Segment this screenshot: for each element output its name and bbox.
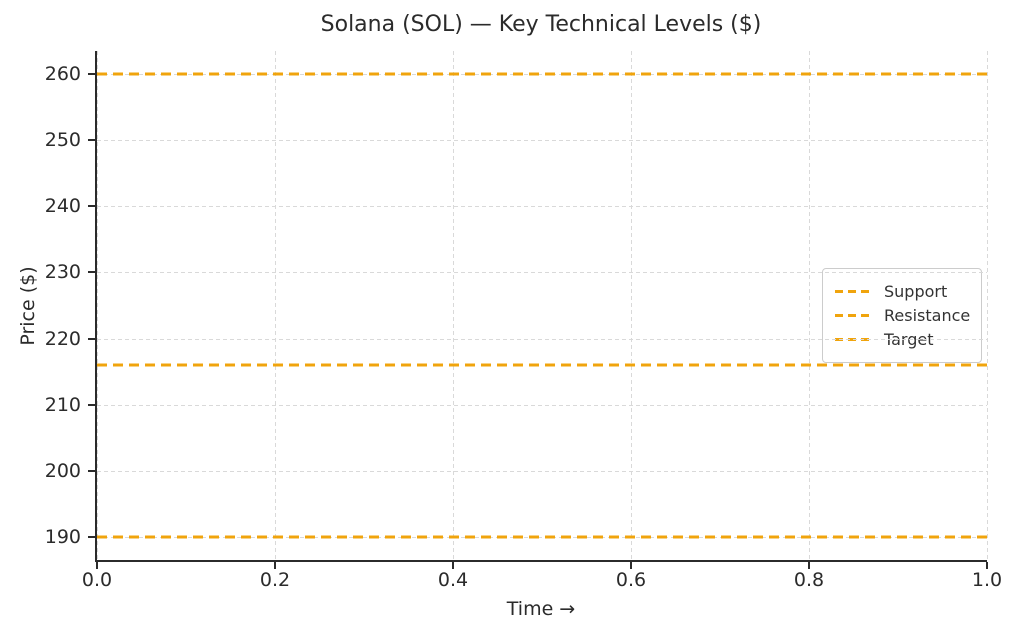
y-tick-label: 200 — [44, 459, 81, 482]
x-tick-mark — [274, 562, 276, 569]
level-line-support — [97, 535, 987, 539]
y-tick-label: 240 — [44, 195, 81, 218]
y-tick-label: 250 — [44, 129, 81, 152]
x-tick-mark — [630, 562, 632, 569]
y-tick-mark — [88, 337, 95, 340]
gridline-y-210 — [97, 404, 987, 406]
x-tick-label: 0.8 — [793, 569, 825, 591]
dashed-line-sample-icon — [835, 290, 871, 293]
y-tick-label: 210 — [44, 393, 81, 416]
x-tick-label: 0.6 — [615, 569, 647, 591]
x-tick-mark — [808, 562, 810, 569]
legend: Support Resistance Target — [822, 268, 982, 363]
x-tick-label: 1.0 — [971, 569, 1003, 591]
y-tick-mark — [88, 403, 95, 406]
x-tick-mark — [96, 562, 98, 569]
gridline-y-240 — [97, 206, 987, 208]
x-tick-label: 0.2 — [259, 569, 291, 591]
y-tick-mark — [88, 205, 95, 208]
gridline-x-0 — [97, 51, 98, 560]
y-tick-mark — [88, 535, 95, 538]
gridline-x-0.8 — [809, 51, 810, 560]
level-line-resistance — [97, 363, 987, 367]
y-tick-label: 230 — [44, 261, 81, 284]
legend-label: Resistance — [884, 306, 971, 325]
x-tick-mark — [986, 562, 988, 569]
x-tick-label: 0.4 — [437, 569, 469, 591]
gridline-y-200 — [97, 470, 987, 472]
gridline-y-220 — [97, 338, 987, 340]
gridline-x-0.4 — [453, 51, 454, 560]
y-tick-mark — [88, 139, 95, 142]
legend-label: Support — [884, 282, 948, 301]
legend-entry-support: Support — [835, 281, 969, 302]
y-tick-label: 220 — [44, 327, 81, 350]
y-tick-mark — [88, 271, 95, 274]
gridline-y-230 — [97, 272, 987, 274]
y-tick-label: 190 — [44, 525, 81, 548]
gridline-x-1 — [987, 51, 988, 560]
gridline-x-0.2 — [275, 51, 276, 560]
y-tick-mark — [88, 469, 95, 472]
gridline-y-250 — [97, 140, 987, 142]
level-line-target — [97, 72, 987, 76]
y-tick-mark — [88, 73, 95, 76]
dashed-line-sample-icon — [835, 314, 871, 317]
legend-entry-resistance: Resistance — [835, 305, 971, 326]
y-tick-label: 260 — [44, 63, 81, 86]
plot-area: Support Resistance Target 190 200 210 220 230 2… — [45, 51, 1002, 591]
gridline-x-0.6 — [631, 51, 632, 560]
x-tick-label: 0.0 — [81, 569, 113, 591]
x-axis-label: Time → — [506, 598, 576, 620]
chart-title: Solana (SOL) — Key Technical Levels ($) — [320, 12, 762, 37]
x-tick-mark — [452, 562, 454, 569]
